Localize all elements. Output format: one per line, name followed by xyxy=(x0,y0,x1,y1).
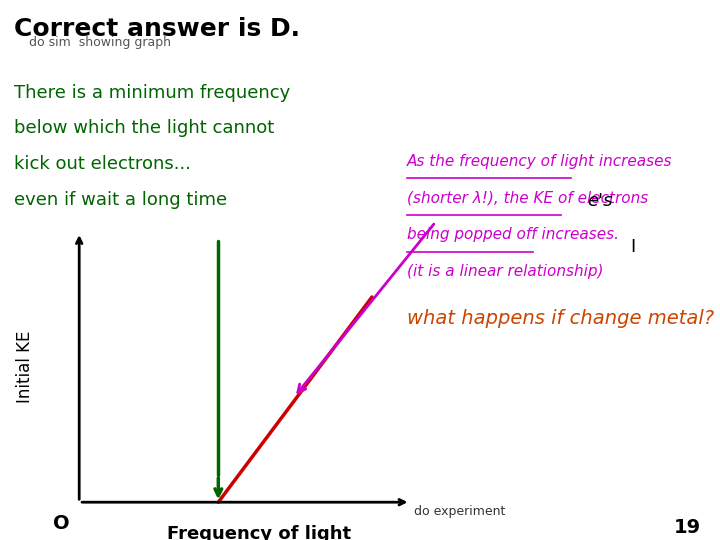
Text: Initial KE: Initial KE xyxy=(17,331,35,403)
Text: Frequency of light: Frequency of light xyxy=(167,524,351,540)
Text: e's: e's xyxy=(587,192,612,210)
Text: below which the light cannot: below which the light cannot xyxy=(14,119,274,137)
Text: (shorter λ!), the KE of electrons: (shorter λ!), the KE of electrons xyxy=(407,191,648,206)
Text: As the frequency of light increases: As the frequency of light increases xyxy=(407,154,672,169)
Text: what happens if change metal?: what happens if change metal? xyxy=(407,309,714,328)
Text: being popped off increases.: being popped off increases. xyxy=(407,227,618,242)
Text: There is a minimum frequency: There is a minimum frequency xyxy=(14,84,291,102)
Text: do sim  showing graph: do sim showing graph xyxy=(29,36,171,49)
Text: do experiment: do experiment xyxy=(414,505,505,518)
Text: 19: 19 xyxy=(674,518,701,537)
Text: I: I xyxy=(630,238,635,255)
Text: O: O xyxy=(53,514,70,533)
Text: (it is a linear relationship): (it is a linear relationship) xyxy=(407,264,603,279)
Text: Correct answer is D.: Correct answer is D. xyxy=(14,17,300,41)
Text: even if wait a long time: even if wait a long time xyxy=(14,191,228,208)
Text: kick out electrons...: kick out electrons... xyxy=(14,155,192,173)
